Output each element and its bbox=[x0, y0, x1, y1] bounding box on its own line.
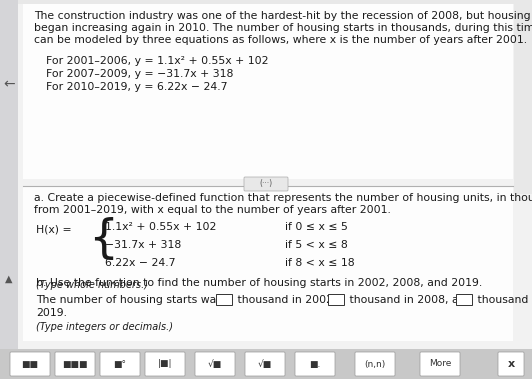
Text: from 2001–2019, with x equal to the number of years after 2001.: from 2001–2019, with x equal to the numb… bbox=[34, 205, 391, 215]
Text: if 5 < x ≤ 8: if 5 < x ≤ 8 bbox=[285, 240, 348, 250]
FancyBboxPatch shape bbox=[145, 352, 185, 376]
FancyBboxPatch shape bbox=[55, 352, 95, 376]
Bar bbox=[0, 349, 532, 379]
Text: ■.: ■. bbox=[309, 360, 321, 368]
FancyBboxPatch shape bbox=[498, 352, 524, 376]
Text: ■■■: ■■■ bbox=[62, 360, 88, 368]
Text: √■: √■ bbox=[208, 360, 222, 368]
Text: ▲: ▲ bbox=[5, 274, 13, 284]
Text: ←: ← bbox=[3, 77, 15, 91]
Text: |■|: |■| bbox=[158, 360, 172, 368]
FancyBboxPatch shape bbox=[100, 352, 140, 376]
FancyBboxPatch shape bbox=[295, 352, 335, 376]
Text: {: { bbox=[88, 217, 118, 262]
FancyBboxPatch shape bbox=[195, 352, 235, 376]
Text: if 0 ≤ x ≤ 5: if 0 ≤ x ≤ 5 bbox=[285, 222, 348, 232]
FancyBboxPatch shape bbox=[244, 177, 288, 191]
Text: if 8 < x ≤ 18: if 8 < x ≤ 18 bbox=[285, 258, 355, 268]
FancyBboxPatch shape bbox=[420, 352, 460, 376]
FancyBboxPatch shape bbox=[355, 352, 395, 376]
Text: (···): (···) bbox=[260, 179, 272, 188]
FancyBboxPatch shape bbox=[245, 352, 285, 376]
Text: thousand in 2002,: thousand in 2002, bbox=[234, 295, 340, 305]
Text: 6.22x − 24.7: 6.22x − 24.7 bbox=[105, 258, 176, 268]
Text: For 2001–2006, y = 1.1x² + 0.55x + 102: For 2001–2006, y = 1.1x² + 0.55x + 102 bbox=[46, 56, 269, 66]
Text: For 2007–2009, y = −31.7x + 318: For 2007–2009, y = −31.7x + 318 bbox=[46, 69, 234, 79]
FancyBboxPatch shape bbox=[10, 352, 50, 376]
Text: (Type integers or decimals.): (Type integers or decimals.) bbox=[36, 322, 173, 332]
Text: began increasing again in 2010. The number of housing starts in thousands, durin: began increasing again in 2010. The numb… bbox=[34, 23, 532, 33]
Text: For 2010–2019, y = 6.22x − 24.7: For 2010–2019, y = 6.22x − 24.7 bbox=[46, 82, 228, 92]
Text: ■°: ■° bbox=[113, 360, 127, 368]
Text: ■■: ■■ bbox=[21, 360, 38, 368]
Text: (n,n): (n,n) bbox=[364, 360, 386, 368]
Text: √■: √■ bbox=[258, 360, 272, 368]
Text: thousand in: thousand in bbox=[474, 295, 532, 305]
Text: The construction industry was one of the hardest-hit by the recession of 2008, b: The construction industry was one of the… bbox=[34, 11, 532, 21]
Bar bbox=[328, 294, 344, 305]
Text: can be modeled by three equations as follows, where x is the number of years aft: can be modeled by three equations as fol… bbox=[34, 35, 527, 45]
Bar bbox=[18, 194, 532, 379]
Bar bbox=[456, 294, 472, 305]
Bar bbox=[0, 0, 18, 379]
Text: (Type whole numbers.): (Type whole numbers.) bbox=[36, 280, 148, 290]
Text: thousand in 2008, and: thousand in 2008, and bbox=[346, 295, 476, 305]
Text: −31.7x + 318: −31.7x + 318 bbox=[105, 240, 181, 250]
Text: More: More bbox=[429, 360, 451, 368]
Bar bbox=[18, 4, 514, 194]
Text: H(x) =: H(x) = bbox=[36, 225, 72, 235]
Text: b. Use the function to find the number of housing starts in 2002, 2008, and 2019: b. Use the function to find the number o… bbox=[36, 278, 482, 288]
Text: 1.1x² + 0.55x + 102: 1.1x² + 0.55x + 102 bbox=[105, 222, 217, 232]
Text: 2019.: 2019. bbox=[36, 308, 67, 318]
Bar bbox=[216, 294, 232, 305]
Text: The number of housing starts was: The number of housing starts was bbox=[36, 295, 226, 305]
Bar bbox=[23, 186, 513, 341]
Bar bbox=[23, 4, 513, 179]
Text: x: x bbox=[508, 359, 514, 369]
Text: a. Create a piecewise-defined function that represents the number of housing uni: a. Create a piecewise-defined function t… bbox=[34, 193, 532, 203]
